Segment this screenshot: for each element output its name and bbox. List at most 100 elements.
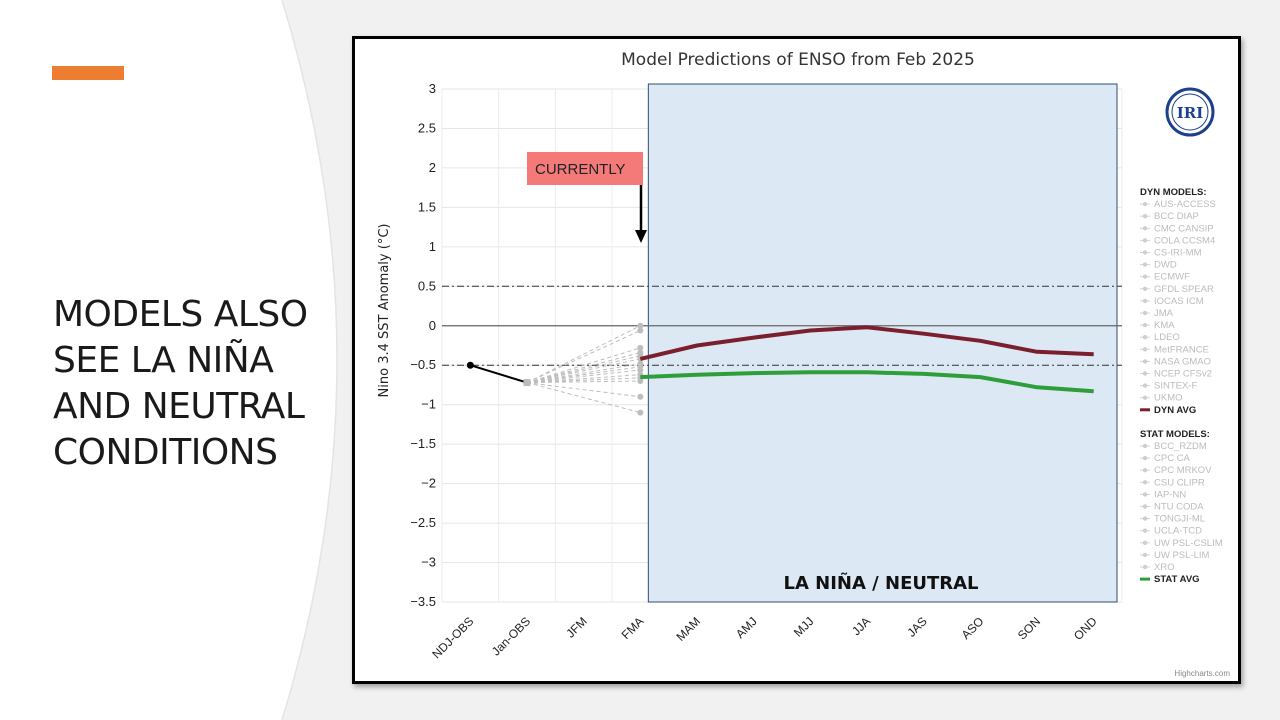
- currently-arrow-head: [635, 230, 647, 243]
- legend-item: IAP-NN: [1154, 489, 1186, 500]
- y-tick-label: −2.5: [410, 515, 436, 530]
- legend-marker: [1142, 214, 1148, 219]
- model-point: [637, 327, 644, 334]
- legend-item: CMC CANSIP: [1154, 223, 1214, 234]
- slide-title-line: AND NEUTRAL: [53, 386, 305, 427]
- y-tick-label: 0.5: [418, 278, 436, 293]
- x-tick-label: SON: [1015, 614, 1043, 642]
- legend-item: NASA GMAO: [1154, 356, 1211, 367]
- legend-item: CPC CA: [1154, 453, 1191, 464]
- legend-marker: [1142, 347, 1148, 352]
- y-tick-label: −3: [421, 555, 436, 570]
- legend-item: NCEP CFSv2: [1154, 369, 1212, 380]
- iri-logo-text: IRI: [1177, 104, 1204, 122]
- model-line: [526, 358, 641, 384]
- legend-marker: [1142, 371, 1148, 376]
- legend-marker: [1142, 564, 1148, 570]
- legend-item: CS-IRI-MM: [1154, 248, 1202, 259]
- y-tick-label: 2.5: [418, 120, 436, 135]
- legend-marker: [1142, 480, 1148, 485]
- region-label: LA NIÑA / NEUTRAL: [783, 571, 978, 594]
- y-tick-label: −2: [421, 476, 436, 491]
- legend-marker: [1142, 468, 1148, 473]
- model-line: [526, 369, 641, 384]
- dyn-avg-line: [639, 325, 1094, 361]
- legend-item: ECMWF: [1154, 272, 1190, 283]
- observed-point: [523, 379, 531, 387]
- y-tick-label: 1: [429, 239, 436, 254]
- legend-marker: [1142, 455, 1148, 461]
- x-tick-label: ASO: [959, 614, 987, 642]
- legend-marker: [1142, 504, 1148, 509]
- x-tick-label: MJJ: [791, 614, 816, 639]
- slide-title-line: CONDITIONS: [53, 432, 278, 473]
- model-line: [526, 380, 641, 384]
- stat-avg-line: [640, 370, 1094, 394]
- y-tick-label: 3: [429, 81, 436, 96]
- model-point: [637, 378, 644, 385]
- observed-segment: [470, 364, 528, 384]
- enso-chart: Model Predictions of ENSO from Feb 2025 …: [377, 50, 1230, 678]
- y-tick-label: −1: [421, 397, 436, 412]
- model-point: [637, 393, 644, 400]
- legend-marker: [1142, 516, 1148, 521]
- model-line: [526, 366, 641, 384]
- currently-label: CURRENTLY: [535, 161, 626, 178]
- y-tick-label: 2: [429, 160, 436, 175]
- white-panel-shape: [0, 0, 338, 720]
- slide-title: MODELS ALSO SEE LA NIÑA AND NEUTRAL COND…: [53, 292, 343, 476]
- legend-item: AUS-ACCESS: [1154, 199, 1216, 210]
- legend-marker: [1142, 492, 1148, 497]
- x-tick-label: JJA: [849, 614, 873, 638]
- x-tick-label: OND: [1071, 614, 1100, 643]
- legend-item: COLA CCSM4: [1154, 235, 1215, 246]
- legend-avg-item: STAT AVG: [1154, 574, 1200, 585]
- accent-bar: [52, 66, 124, 80]
- model-point: [637, 344, 644, 351]
- highcharts-credit: Highcharts.com: [1174, 669, 1230, 678]
- slide-title-line: MODELS ALSO: [53, 294, 308, 335]
- x-tick-label: MAM: [673, 614, 703, 644]
- y-axis-ticks: 3 2.5 2 1.5 1 0.5 0 −0.5 −1 −1.5 −2 −2.5 −3 −3.5: [410, 81, 436, 609]
- legend-item: JMA: [1154, 308, 1174, 319]
- y-tick-label: −3.5: [410, 594, 436, 609]
- legend-item: SINTEX-F: [1154, 381, 1197, 392]
- legend-item: MetFRANCE: [1154, 344, 1209, 355]
- legend-header: DYN MODELS:: [1140, 187, 1207, 198]
- slide-title-line: SEE LA NIÑA: [53, 340, 274, 381]
- legend-item: UW PSL-CSLIM: [1154, 538, 1223, 549]
- legend-item: UW PSL-LIM: [1154, 550, 1210, 561]
- legend-item: TONGJI-ML: [1154, 514, 1205, 525]
- model-line: [526, 374, 641, 384]
- iri-logo: IRI: [1165, 87, 1215, 137]
- legend-marker: [1142, 310, 1148, 316]
- legend-marker: [1142, 298, 1148, 304]
- legend-item: LDEO: [1154, 332, 1180, 343]
- x-tick-label: JAS: [904, 614, 929, 639]
- legend-marker: [1142, 226, 1148, 231]
- legend-item: XRO: [1154, 562, 1175, 573]
- legend-item: NTU CODA: [1154, 502, 1204, 513]
- x-tick-label: Jan-OBS: [489, 614, 533, 658]
- individual-model-lines: [526, 322, 644, 416]
- slide-left-panel: MODELS ALSO SEE LA NIÑA AND NEUTRAL COND…: [0, 0, 345, 720]
- observed-line: [466, 361, 531, 387]
- model-point: [637, 322, 644, 329]
- legend-marker: [1142, 250, 1148, 255]
- model-line: [526, 363, 641, 384]
- legend-item: GFDL SPEAR: [1154, 284, 1214, 295]
- legend-item: UKMO: [1154, 393, 1183, 404]
- y-tick-label: 0: [429, 318, 436, 333]
- model-line: [526, 347, 641, 384]
- model-line: [526, 355, 641, 384]
- reference-lines: [442, 285, 1122, 366]
- legend-marker: [1142, 238, 1148, 243]
- legend-marker: [1142, 274, 1148, 279]
- model-line: [526, 377, 641, 384]
- legend-marker: [1142, 201, 1148, 207]
- legend-item: CSU CLIPR: [1154, 477, 1205, 488]
- legend-marker: [1142, 540, 1148, 545]
- model-line: [526, 382, 641, 398]
- legend-marker: [1142, 359, 1148, 364]
